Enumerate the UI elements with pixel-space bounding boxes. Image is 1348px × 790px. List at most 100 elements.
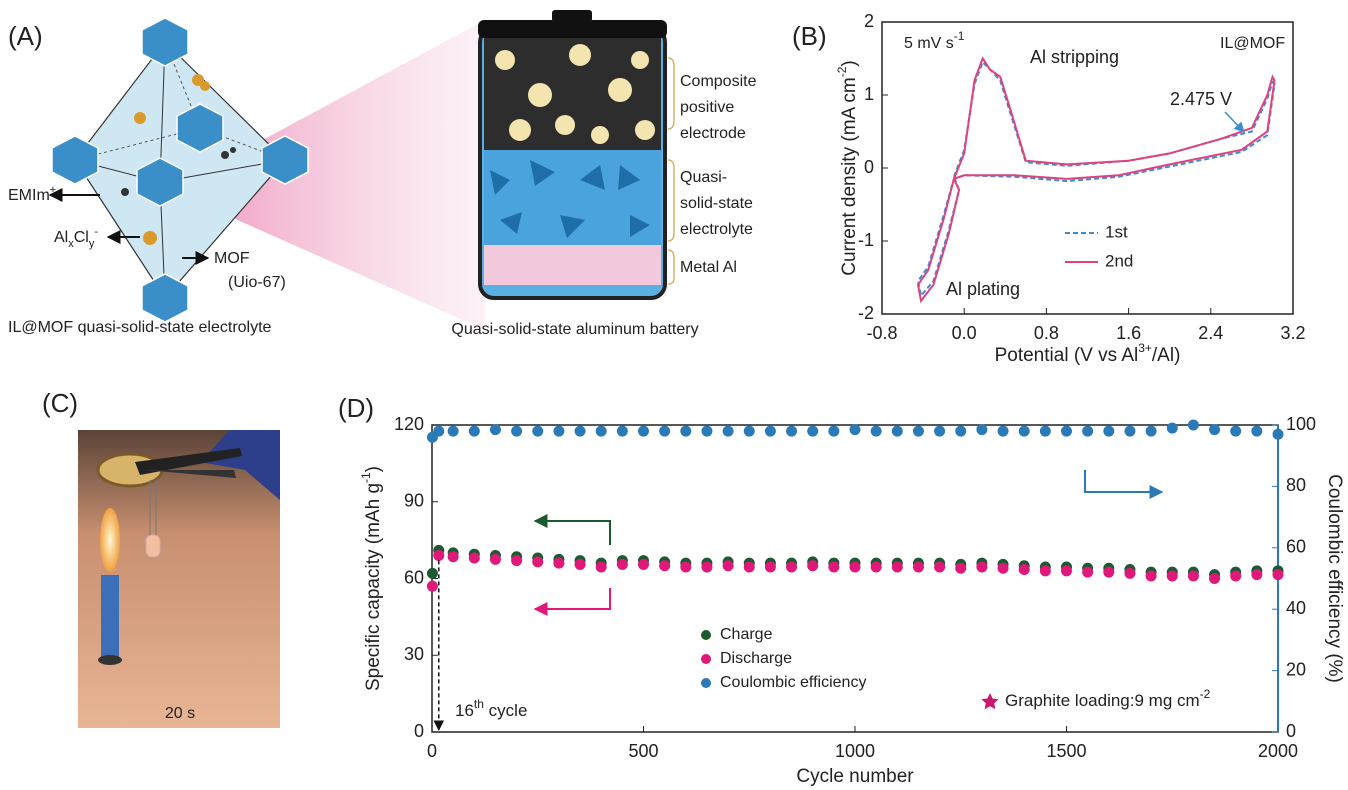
point <box>829 426 839 436</box>
point <box>998 563 1008 573</box>
text: Cl <box>74 229 89 246</box>
legend-label: 2nd <box>1105 251 1133 270</box>
point <box>681 562 691 572</box>
y-tick-label: 30 <box>404 644 424 664</box>
y2-tick-label: 0 <box>1286 721 1296 741</box>
x-tick-label: 500 <box>628 741 658 761</box>
point <box>1125 426 1135 436</box>
point <box>617 559 627 569</box>
legend-label: 1st <box>1105 222 1128 241</box>
guide-arrow <box>535 521 610 545</box>
layer-label: positive <box>680 99 734 116</box>
text: -1 <box>359 472 373 483</box>
text: /Al) <box>1152 345 1181 366</box>
ion-label: AlxCly- <box>54 226 98 250</box>
point <box>1083 567 1093 577</box>
point <box>892 426 902 436</box>
text: Potential (V vs Al <box>995 345 1139 366</box>
caption: Quasi-solid-state aluminum battery <box>451 321 698 338</box>
point <box>1231 571 1241 581</box>
panel-label: (B) <box>792 21 827 51</box>
legend-label: Discharge <box>720 650 792 667</box>
point <box>490 425 500 435</box>
y2-axis-label: Coulombic efficiency (%) <box>1324 474 1345 683</box>
point <box>596 562 606 572</box>
x-tick-label: 2000 <box>1258 741 1298 761</box>
label: Graphite loading:9 mg cm-2 <box>1005 687 1211 710</box>
x-tick-label: 0.8 <box>1034 323 1059 343</box>
label: 5 mV s-1 <box>904 29 965 52</box>
point <box>723 426 733 436</box>
point <box>1104 567 1114 577</box>
point <box>702 562 712 572</box>
text: 16 <box>455 701 474 720</box>
text: 5 mV s <box>904 35 954 52</box>
point <box>702 426 712 436</box>
x-tick-label: 1500 <box>1046 741 1086 761</box>
x-tick-label: 3.2 <box>1280 323 1305 343</box>
star-marker <box>981 693 998 709</box>
point <box>935 426 945 436</box>
text: EMIm <box>8 187 50 204</box>
point <box>1167 571 1177 581</box>
point <box>829 562 839 572</box>
point <box>787 426 797 436</box>
point <box>1125 568 1135 578</box>
point <box>892 562 902 572</box>
point <box>575 559 585 569</box>
point <box>448 426 458 436</box>
point <box>1062 426 1072 436</box>
point <box>850 425 860 435</box>
legend-label: Charge <box>720 626 773 643</box>
point <box>808 426 818 436</box>
point <box>1188 420 1198 430</box>
x-tick-label: 0 <box>427 741 437 761</box>
point <box>1019 426 1029 436</box>
layer-label: Composite <box>680 73 757 90</box>
point <box>1273 570 1283 580</box>
caption: IL@MOF quasi-solid-state electrolyte <box>8 319 272 336</box>
y-tick-label: 90 <box>404 491 424 511</box>
y2-tick-label: 60 <box>1286 537 1306 557</box>
text: -2 <box>835 66 849 77</box>
point <box>434 426 444 436</box>
point <box>1252 426 1262 436</box>
point <box>977 562 987 572</box>
point <box>1040 566 1050 576</box>
text: -1 <box>954 29 965 43</box>
y-tick-label: 120 <box>394 414 424 434</box>
photo <box>78 430 280 728</box>
annotation: 2.475 V <box>1170 89 1232 109</box>
battery <box>478 10 674 298</box>
label: 16th cycle <box>455 697 527 720</box>
layer-label: Quasi- <box>680 169 727 186</box>
point <box>744 562 754 572</box>
mof-label: (Uio-67) <box>228 274 286 291</box>
point <box>1062 566 1072 576</box>
text: Specific capacity (mAh g <box>363 483 384 691</box>
y-tick-label: 60 <box>404 567 424 587</box>
point <box>427 581 437 591</box>
point <box>512 556 522 566</box>
sample-label: IL@MOF <box>1220 35 1285 52</box>
panel-label: (D) <box>338 393 374 423</box>
x-tick-label: 2.4 <box>1198 323 1223 343</box>
y-tick-label: -2 <box>858 303 874 323</box>
point <box>723 561 733 571</box>
point <box>765 562 775 572</box>
legend-label: Coulombic efficiency <box>720 674 866 691</box>
y-tick-label: 0 <box>864 157 874 177</box>
point <box>469 553 479 563</box>
point <box>935 562 945 572</box>
point <box>533 557 543 567</box>
layer-label: electrolyte <box>680 221 753 238</box>
point <box>660 561 670 571</box>
point <box>1146 571 1156 581</box>
point <box>871 562 881 572</box>
x-tick-label: 1000 <box>835 741 875 761</box>
point <box>639 559 649 569</box>
x-tick-label: 1.6 <box>1116 323 1141 343</box>
point <box>787 562 797 572</box>
text: -2 <box>1200 687 1211 701</box>
point <box>913 562 923 572</box>
